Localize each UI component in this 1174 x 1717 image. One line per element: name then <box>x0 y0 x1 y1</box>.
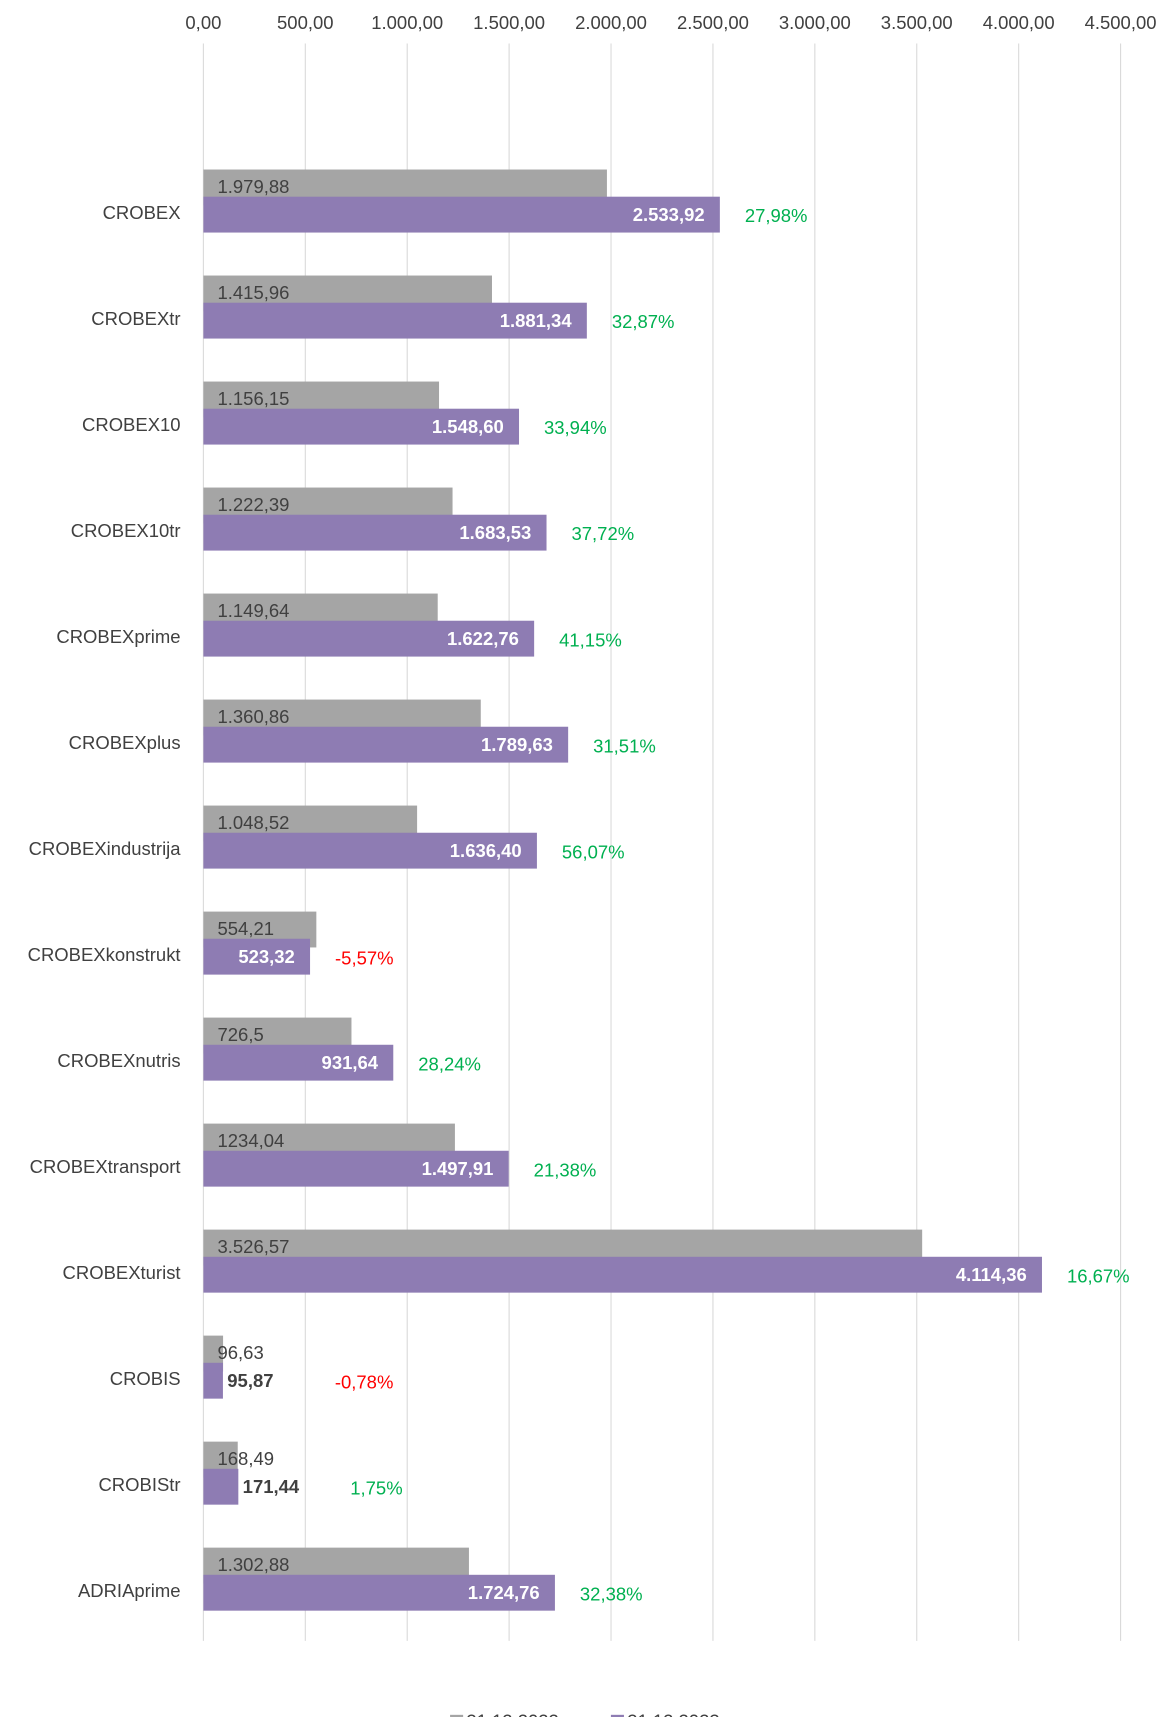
change-label: 21,38% <box>534 1159 597 1180</box>
bar <box>203 196 720 233</box>
legend-label: 31.12.2023. <box>627 1710 725 1717</box>
data-label: 1.302,88 <box>218 1554 290 1575</box>
y-tick-label: CROBIStr <box>98 1474 180 1495</box>
change-label: 32,38% <box>580 1583 643 1604</box>
bar <box>203 1574 555 1611</box>
change-label: -0,78% <box>335 1371 394 1392</box>
x-tick-label: 2.500,00 <box>677 12 749 33</box>
y-tick-label: CROBEXtransport <box>30 1156 181 1177</box>
bar <box>203 938 311 975</box>
bar <box>203 1468 239 1505</box>
data-label: 171,44 <box>243 1476 300 1497</box>
data-label: 3.526,57 <box>218 1236 290 1257</box>
y-tick-label: CROBEXplus <box>69 732 181 753</box>
y-tick-label: CROBEX10tr <box>71 520 181 541</box>
change-label: 56,07% <box>562 841 625 862</box>
data-label: 1.149,64 <box>218 600 290 621</box>
data-label: 931,64 <box>322 1052 379 1073</box>
data-label: 1.683,53 <box>459 522 531 543</box>
change-label: 41,15% <box>559 629 622 650</box>
data-label: 1.881,34 <box>500 310 573 331</box>
data-label: 1.979,88 <box>218 176 290 197</box>
data-label: 95,87 <box>227 1370 273 1391</box>
y-tick-label: CROBEXkonstrukt <box>28 944 181 965</box>
bar <box>203 408 520 445</box>
data-label: 4.114,36 <box>956 1264 1027 1285</box>
y-tick-label: CROBEXindustrija <box>29 838 182 859</box>
legend-swatch <box>610 1714 624 1717</box>
data-label: 168,49 <box>218 1448 275 1469</box>
y-tick-label: CROBIS <box>110 1368 181 1389</box>
data-label: 1.548,60 <box>432 416 504 437</box>
data-label: 554,21 <box>218 918 275 939</box>
data-label: 1.048,52 <box>218 812 290 833</box>
bar <box>203 726 569 763</box>
y-tick-label: ADRIAprime <box>78 1580 181 1601</box>
x-tick-label: 4.500,00 <box>1085 12 1157 33</box>
change-label: 31,51% <box>593 735 656 756</box>
data-label: 1.636,40 <box>450 840 522 861</box>
change-label: 33,94% <box>544 417 607 438</box>
change-label: 27,98% <box>745 205 808 226</box>
y-tick-label: CROBEXtr <box>91 308 180 329</box>
data-label: 523,32 <box>238 946 294 967</box>
x-tick-label: 0,00 <box>185 12 221 33</box>
bar <box>203 1335 224 1372</box>
x-tick-label: 1.500,00 <box>473 12 545 33</box>
y-tick-label: CROBEXnutris <box>57 1050 180 1071</box>
change-label: -5,57% <box>335 947 394 968</box>
change-label: 28,24% <box>418 1053 481 1074</box>
bar <box>203 514 547 551</box>
bar <box>203 1256 1042 1293</box>
data-label: 1234,04 <box>218 1130 285 1151</box>
bar <box>203 832 537 869</box>
bar <box>203 1044 394 1081</box>
data-label: 1.156,15 <box>218 388 290 409</box>
x-tick-label: 1.000,00 <box>371 12 443 33</box>
bar <box>203 302 587 339</box>
data-label: 96,63 <box>218 1342 264 1363</box>
x-tick-label: 2.000,00 <box>575 12 647 33</box>
change-label: 37,72% <box>572 523 635 544</box>
y-tick-label: CROBEXprime <box>56 626 180 647</box>
x-tick-label: 4.000,00 <box>983 12 1055 33</box>
change-label: 1,75% <box>350 1477 402 1498</box>
x-tick-label: 3.000,00 <box>779 12 851 33</box>
y-tick-label: CROBEX10 <box>82 414 181 435</box>
data-label: 1.724,76 <box>468 1582 540 1603</box>
bar <box>203 1150 509 1187</box>
bar <box>203 620 535 657</box>
data-label: 1.415,96 <box>218 282 290 303</box>
y-tick-label: CROBEX <box>103 202 181 223</box>
data-label: 1.789,63 <box>481 734 553 755</box>
data-label: 1.622,76 <box>447 628 519 649</box>
data-label: 726,5 <box>218 1024 264 1045</box>
data-label: 2.533,92 <box>633 204 705 225</box>
bar <box>203 1362 223 1399</box>
data-label: 1.222,39 <box>218 494 290 515</box>
change-label: 16,67% <box>1067 1265 1130 1286</box>
change-label: 32,87% <box>612 311 675 332</box>
legend-swatch <box>450 1714 464 1717</box>
x-tick-label: 500,00 <box>277 12 334 33</box>
legend-label: 31.12.2022. <box>466 1710 564 1717</box>
data-label: 1.360,86 <box>218 706 290 727</box>
y-tick-label: CROBEXturist <box>63 1262 181 1283</box>
data-label: 1.497,91 <box>422 1158 494 1179</box>
x-tick-label: 3.500,00 <box>881 12 953 33</box>
